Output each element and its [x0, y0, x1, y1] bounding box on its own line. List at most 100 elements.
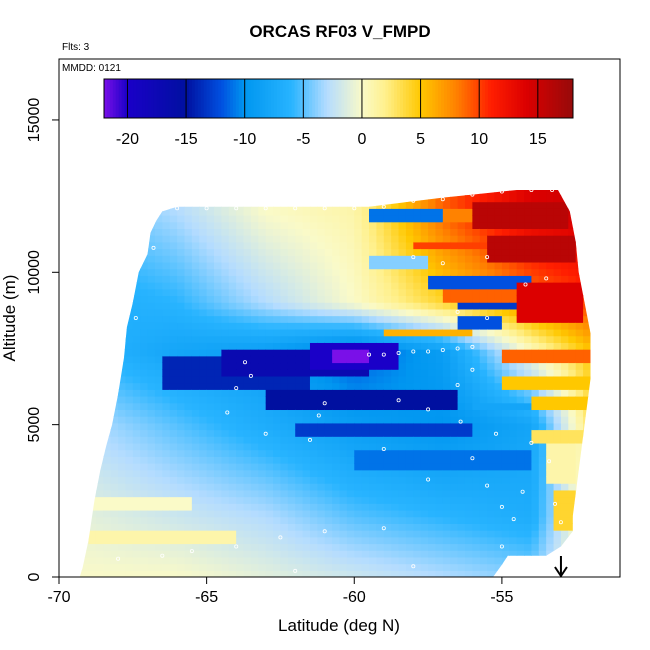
heatmap-cell: [494, 442, 503, 451]
heatmap-cell: [118, 315, 127, 323]
heatmap-cell: [332, 221, 341, 230]
flight-point: [426, 477, 431, 482]
heatmap-cell: [472, 496, 481, 504]
heatmap-cell: [250, 416, 259, 424]
colorbar-segment: [136, 79, 140, 118]
heatmap-cell: [361, 449, 370, 457]
heatmap-cell: [206, 543, 215, 551]
heatmap-cell: [516, 550, 525, 558]
heatmap-cell: [214, 503, 222, 511]
heatmap-cell: [538, 302, 547, 310]
colorbar-segment: [282, 79, 287, 118]
heatmap-cell: [147, 570, 156, 577]
heatmap-cell: [324, 328, 333, 337]
heatmap-cell: [258, 302, 267, 310]
heatmap-cell: [295, 302, 304, 310]
heatmap-cell: [383, 422, 392, 431]
heatmap-cell: [140, 282, 149, 290]
heatmap-cell: [81, 536, 90, 545]
heatmap-cell: [391, 355, 400, 364]
colorbar-segment: [186, 79, 190, 118]
heatmap-cell: [95, 543, 104, 551]
heatmap-cell: [354, 241, 363, 250]
heatmap-cell: [405, 536, 414, 545]
heatmap-cell: [258, 422, 267, 431]
heatmap-cell: [346, 396, 355, 404]
heatmap-cell: [184, 315, 193, 323]
heatmap-cell: [479, 362, 488, 370]
heatmap-cell: [376, 362, 385, 370]
heatmap-cell: [132, 456, 141, 464]
heatmap-cell: [140, 201, 149, 209]
heatmap-cell: [413, 328, 422, 337]
heatmap-cell: [184, 463, 193, 471]
heatmap-cell: [154, 496, 163, 504]
heatmap-cell: [354, 208, 363, 216]
heatmap-cell: [95, 308, 104, 317]
heatmap-cell: [302, 308, 311, 317]
heatmap-cell: [420, 402, 429, 411]
heatmap-cell: [391, 275, 400, 283]
heatmap-cell: [487, 369, 496, 377]
heatmap-cell: [140, 288, 149, 297]
heatmap-cell: [287, 215, 296, 223]
heatmap-cell: [354, 342, 363, 350]
heatmap-cell: [309, 349, 318, 357]
heatmap-cell: [560, 194, 569, 203]
heatmap-cell: [583, 302, 591, 310]
heatmap-cell: [339, 241, 348, 250]
heatmap-cell: [280, 536, 289, 545]
heatmap-cell: [479, 476, 488, 484]
heatmap-cell: [191, 255, 200, 263]
heatmap-cell: [546, 509, 555, 518]
heatmap-cell: [258, 449, 267, 457]
heatmap-cell: [509, 489, 518, 498]
colorbar-segment: [529, 79, 533, 118]
heatmap-cell: [103, 436, 112, 444]
heatmap-cell: [501, 268, 510, 276]
heatmap-cell: [214, 335, 222, 343]
heatmap-cell: [199, 375, 208, 384]
heatmap-cell: [346, 342, 355, 350]
heatmap-cell: [273, 349, 282, 357]
heatmap-cell: [191, 228, 200, 236]
heatmap-cell: [583, 342, 591, 350]
heatmap-cell: [442, 429, 451, 437]
heatmap-cell: [184, 190, 193, 196]
heatmap-cell: [516, 208, 525, 216]
heatmap-cell: [487, 201, 496, 209]
heatmap-cell: [487, 442, 496, 451]
colorbar-segment: [526, 79, 530, 118]
heatmap-cell: [398, 369, 407, 377]
heatmap-cell: [265, 489, 274, 498]
heatmap-cell: [369, 396, 378, 404]
heatmap-cell: [413, 275, 422, 283]
heatmap-cell: [553, 483, 562, 491]
colorbar-segment: [312, 79, 316, 118]
heatmap-cell: [79, 208, 82, 216]
heatmap-cell: [361, 335, 370, 343]
heatmap-cell: [479, 543, 488, 551]
heatmap-cell: [420, 248, 429, 256]
heatmap-cell: [184, 342, 193, 350]
heatmap-cell: [287, 396, 296, 404]
heatmap-cell: [538, 342, 547, 350]
heatmap-cell: [302, 516, 311, 524]
flight-point: [189, 549, 194, 554]
colorbar-segment: [232, 79, 237, 118]
heatmap-cell: [184, 255, 193, 263]
heatmap-cell: [243, 429, 252, 437]
heatmap-cell: [568, 449, 577, 457]
heatmap-cell: [295, 456, 304, 464]
colorbar-segment: [262, 79, 266, 118]
heatmap-cell: [346, 215, 355, 223]
heatmap-cell: [538, 248, 547, 256]
heatmap-cell: [494, 335, 503, 343]
heatmap-cell: [391, 201, 400, 209]
heatmap-cell: [250, 503, 259, 511]
heatmap-cell: [221, 422, 230, 431]
heatmap-cell: [309, 308, 318, 317]
heatmap-cell: [487, 543, 496, 551]
heatmap-cell: [376, 369, 385, 377]
heatmap-cell: [250, 288, 259, 297]
